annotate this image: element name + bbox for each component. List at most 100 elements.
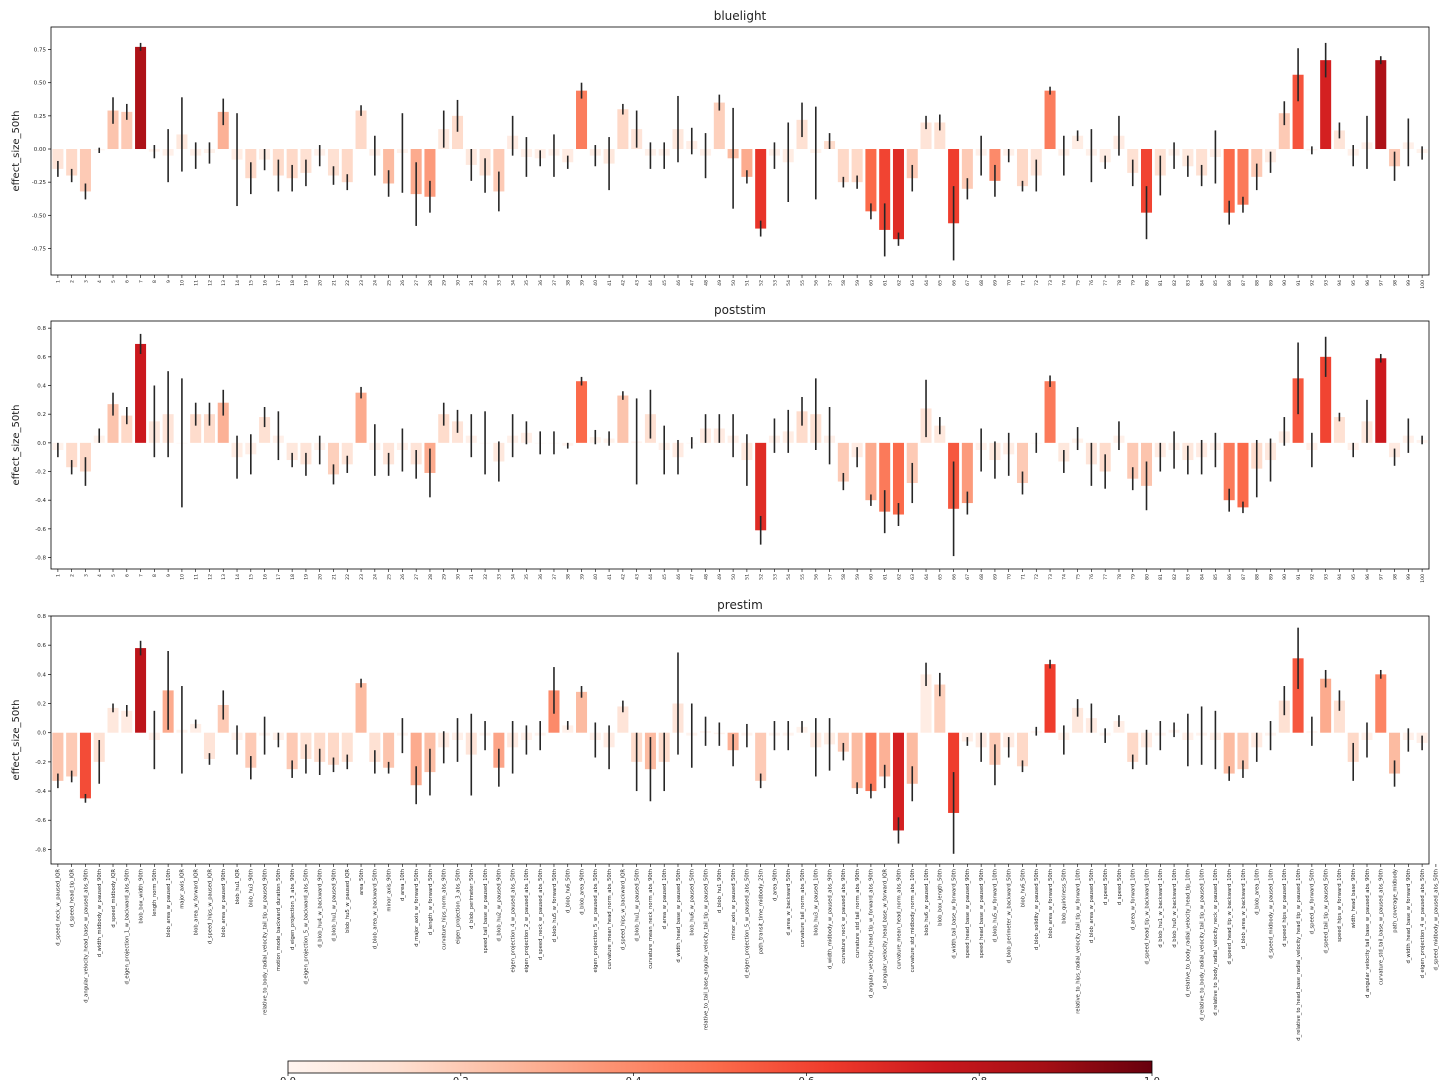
bar <box>355 110 367 150</box>
x-tick-label: 54 <box>786 280 792 286</box>
x-tick-label: d_blob_area_10th <box>1255 869 1261 915</box>
y-tick-label: -0.2 <box>35 760 46 766</box>
x-tick-label: 41 <box>607 280 613 286</box>
x-tick-label: d_blob_area_w_paused_50th <box>1089 869 1095 943</box>
bar <box>1016 149 1028 187</box>
x-tick-label: 79 <box>1131 280 1137 286</box>
bar <box>1044 381 1056 443</box>
x-tick-label: 82 <box>1172 574 1178 580</box>
bar <box>259 417 271 443</box>
bar <box>121 111 133 150</box>
x-tick-label: major_axis_IQR <box>180 869 186 909</box>
x-tick-label: 93 <box>1323 280 1329 286</box>
x-tick-label: 53 <box>772 574 778 580</box>
x-tick-label: curvature_std_tail_base_w_paused_abs_90t… <box>1379 869 1385 985</box>
x-tick-label: 90 <box>1282 280 1288 286</box>
x-tick-label: 44 <box>648 280 654 286</box>
x-tick-label: 97 <box>1379 280 1385 286</box>
x-tick-label: 69 <box>993 280 999 286</box>
x-tick-label: 84 <box>1199 574 1205 580</box>
axes-frame <box>50 320 1430 570</box>
colorbar-tick-label: 0.6 <box>798 1076 814 1080</box>
colorbar-tick-label: 1.0 <box>1144 1076 1160 1080</box>
x-tick-label: d_blob_perimeter_w_backward_50th <box>1007 869 1013 963</box>
x-tick-label: d_speed_head_tip_w_backward_10th <box>1227 869 1233 965</box>
x-tick-label: blob_hu3_90th <box>249 869 255 907</box>
x-tick-label: curvature_std_tail_norm_abs_90th <box>855 869 861 958</box>
chart-title: prestim <box>717 598 763 612</box>
x-tick-label: 99 <box>1406 280 1412 286</box>
x-tick-label: 61 <box>882 574 888 580</box>
bar <box>879 149 891 230</box>
x-tick-label: 14 <box>235 574 241 580</box>
chart-panel-bluelight: bluelight effect_size_50th -0.75 -0.50 -0.25… <box>11 9 1430 289</box>
x-tick-label: d_width_head_base_w_forward_90th <box>1406 869 1412 964</box>
x-tick-label: blob_hu3_w_paused_10th <box>814 869 820 936</box>
bar <box>851 732 863 789</box>
x-tick-label: 13 <box>221 574 227 580</box>
x-tick-label: 76 <box>1089 280 1095 286</box>
y-tick-label: 0.0 <box>37 441 46 447</box>
x-tick-label: 34 <box>510 574 516 580</box>
bar <box>1333 130 1345 150</box>
x-tick-label: 32 <box>483 280 489 286</box>
x-tick-label: 81 <box>1158 574 1164 580</box>
x-tick-label: d_blob_hu5_w_forward_50th <box>552 869 558 942</box>
x-tick-label: minor_axis_w_paused_50th <box>731 869 737 940</box>
x-tick-label: 29 <box>442 574 448 580</box>
x-tick-label: 90 <box>1282 574 1288 580</box>
x-tick-label: 80 <box>1144 574 1150 580</box>
x-tick-label: d_speed_hips_w_paused_10th <box>1282 869 1288 947</box>
x-tick-label: 9 <box>166 280 172 283</box>
bar <box>52 149 64 169</box>
y-tick-label: 0.2 <box>37 412 46 418</box>
x-tick-label: d_area_w_backward_50th <box>786 869 792 936</box>
bar <box>341 149 353 183</box>
bar <box>52 732 64 781</box>
y-tick-label: 0.50 <box>34 81 47 87</box>
x-tick-label: blob_hu6_50th <box>1020 869 1026 907</box>
bar <box>576 381 588 443</box>
bar <box>1127 732 1139 762</box>
x-tick-label: 58 <box>841 280 847 286</box>
y-axis-label: effect_size_50th <box>11 111 22 192</box>
x-tick-label: 94 <box>1337 574 1343 580</box>
x-tick-label: blob_area_w_paused_90th <box>221 869 227 937</box>
x-tick-label: d_blob_hu1_w_paused_50th <box>634 869 640 941</box>
x-tick-label: 72 <box>1034 574 1040 580</box>
x-tick-label: d_speed_head_tip_w_backward_10th <box>1144 869 1150 965</box>
x-tick-label: curvature_hips_norm_abs_90th <box>442 869 448 950</box>
x-tick-label: 31 <box>469 280 475 286</box>
x-tick-label: 60 <box>869 280 875 286</box>
bar <box>617 706 629 733</box>
y-tick-label: -0.75 <box>32 246 47 252</box>
x-tick-label: d_eigen_projection_1_w_backward_abs_90th <box>125 869 131 985</box>
x-tick-label: 17 <box>276 574 282 580</box>
x-tick-label: blob_box_width_90th <box>138 869 144 924</box>
bar <box>369 732 381 762</box>
y-tick-label: 0.0 <box>37 731 46 737</box>
x-tick-label: 100 <box>1420 280 1426 289</box>
bar <box>906 442 918 483</box>
chart-title: bluelight <box>714 9 767 23</box>
bar <box>383 149 395 184</box>
x-tick-label: 46 <box>676 280 682 286</box>
y-tick-label: 0.6 <box>37 355 46 361</box>
x-tick-label: d_blob_perimeter_50th <box>469 869 475 929</box>
bar <box>1016 442 1028 483</box>
x-tick-label: 88 <box>1255 574 1261 580</box>
bar <box>341 442 353 465</box>
bar <box>879 442 891 512</box>
x-tick-label: d_angular_velocity_head_base_w_forward_I… <box>882 869 888 990</box>
x-tick-label: 52 <box>758 574 764 580</box>
bar <box>1016 732 1028 767</box>
x-tick-label: 59 <box>855 280 861 286</box>
bar <box>1223 732 1235 774</box>
bar <box>562 149 574 163</box>
x-tick-label: 9 <box>166 574 172 577</box>
x-tick-label: 65 <box>938 280 944 286</box>
x-tick-label: d_speed_midbody_w_paused_abs_50th <box>1434 869 1440 970</box>
x-tick-label: d_speed_midbody_w_paused_10th <box>1268 869 1274 959</box>
x-tick-label: d_speed_hips_w_paused_IQR <box>207 869 213 944</box>
x-tick-label: 46 <box>676 574 682 580</box>
